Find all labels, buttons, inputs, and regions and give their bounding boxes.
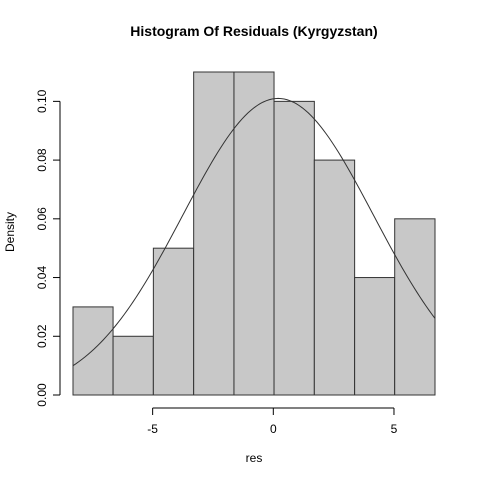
histogram-bar-7 bbox=[313, 159, 356, 396]
histogram-bar-2 bbox=[112, 335, 154, 396]
x-tick-label: -5 bbox=[147, 422, 158, 436]
histogram-bars bbox=[72, 71, 436, 396]
histogram-bar-8 bbox=[354, 277, 396, 396]
y-tick-label: 0.10 bbox=[35, 89, 49, 113]
y-tick-label: 0.08 bbox=[35, 148, 49, 172]
y-tick-label: 0.00 bbox=[35, 383, 49, 407]
y-axis: 0.00 0.02 0.04 0.06 0.08 0.10 bbox=[35, 89, 61, 407]
histogram-bar-4 bbox=[193, 71, 235, 396]
histogram-bar-9 bbox=[394, 218, 436, 396]
histogram-bar-5 bbox=[233, 71, 275, 396]
x-axis: -5 0 5 bbox=[147, 407, 398, 436]
y-tick-label: 0.02 bbox=[35, 324, 49, 348]
x-axis-label: res bbox=[246, 451, 263, 465]
normal-density-curve bbox=[72, 97, 436, 367]
histogram-bar-6 bbox=[273, 100, 315, 396]
y-tick-label: 0.06 bbox=[35, 207, 49, 231]
x-tick-label: 0 bbox=[270, 422, 277, 436]
y-axis-label: Density bbox=[3, 212, 17, 252]
histogram-bar-1 bbox=[72, 306, 114, 396]
normal-curve-layer bbox=[72, 97, 436, 367]
chart-title: Histogram Of Residuals (Kyrgyzstan) bbox=[130, 23, 377, 39]
histogram-bar-3 bbox=[152, 247, 195, 396]
x-tick-label: 5 bbox=[391, 422, 398, 436]
y-tick-label: 0.04 bbox=[35, 266, 49, 290]
